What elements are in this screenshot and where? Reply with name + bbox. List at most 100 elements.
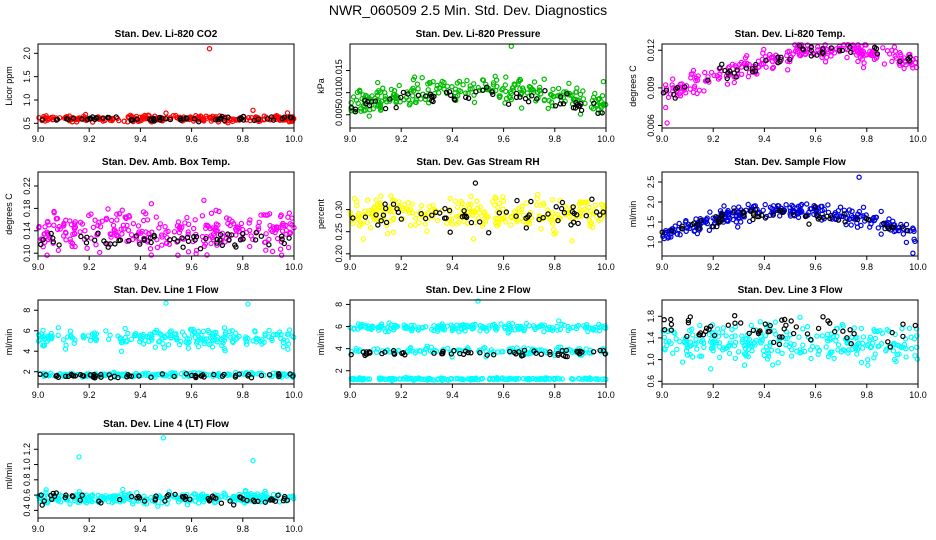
data-point-primary <box>520 87 527 93</box>
data-point-upper <box>252 329 258 335</box>
data-point-secondary <box>134 495 140 501</box>
data-point-secondary <box>732 320 738 326</box>
data-point-secondary <box>731 208 738 214</box>
data-point-primary <box>376 88 382 94</box>
data-point-primary <box>105 206 111 212</box>
plot-frame <box>661 299 919 385</box>
y-tick-label: 2.0 <box>646 196 656 209</box>
data-point-secondary <box>348 104 354 111</box>
data-point-secondary <box>519 353 525 359</box>
data-point-primary <box>176 229 183 236</box>
data-point-primary <box>711 340 717 347</box>
data-point-lower <box>151 372 158 378</box>
data-point-primary <box>467 83 473 89</box>
data-point-upper <box>55 332 61 338</box>
data-point-secondary <box>175 238 181 244</box>
data-point-primary <box>815 44 821 50</box>
x-tick-label: 9.6 <box>809 262 822 272</box>
data-point-primary <box>286 210 292 216</box>
y-tick-label: 4 <box>22 349 32 354</box>
data-point-secondary <box>564 90 570 97</box>
x-tick-label: 9.6 <box>185 390 198 400</box>
y-axis-label: ml/min <box>316 329 326 356</box>
data-point-upper <box>71 340 77 346</box>
data-point-secondary <box>72 373 79 379</box>
data-point-primary <box>246 243 253 250</box>
data-point-secondary <box>91 237 98 243</box>
data-point-upper <box>403 324 409 331</box>
data-point-primary <box>95 222 101 229</box>
data-point-secondary <box>98 374 104 380</box>
data-point-secondary <box>717 218 724 225</box>
data-point-secondary <box>602 351 608 357</box>
y-tick-label: 0.18 <box>22 200 32 218</box>
data-point-primary <box>874 328 881 335</box>
data-point-primary <box>798 207 805 214</box>
data-point-secondary <box>180 494 187 501</box>
data-point-primary <box>738 219 744 225</box>
data-point-secondary <box>600 209 606 215</box>
data-point-primary <box>723 333 729 339</box>
data-point-upper <box>584 322 590 328</box>
data-point-primary <box>886 216 892 222</box>
data-point-primary <box>53 215 60 222</box>
data-point-upper <box>286 327 293 333</box>
data-point-secondary <box>245 371 252 378</box>
data-point-primary <box>783 201 789 208</box>
y-tick-label: 0.8 <box>22 474 32 487</box>
data-point-upper <box>60 337 67 343</box>
data-point-middle <box>566 346 572 353</box>
data-point-primary <box>41 113 47 120</box>
x-tick-label: 9.0 <box>656 134 669 144</box>
data-point-upper <box>185 345 191 351</box>
y-tick-label: 0.6 <box>646 375 656 388</box>
data-point-primary <box>738 64 745 70</box>
data-point-primary <box>849 334 855 340</box>
data-point-primary <box>668 234 674 240</box>
data-point-secondary <box>793 324 800 330</box>
data-point-primary <box>599 92 606 99</box>
data-point-primary <box>552 214 559 220</box>
data-point-upper <box>137 339 143 345</box>
data-point-upper <box>464 323 471 330</box>
data-point-primary <box>807 347 814 353</box>
plot-frame <box>37 433 295 519</box>
data-point-middle <box>506 346 512 352</box>
x-tick-label: 9.6 <box>809 134 822 144</box>
data-point-primary <box>854 48 861 54</box>
data-point-primary <box>689 326 695 332</box>
data-point-secondary <box>48 230 54 237</box>
data-point-upper <box>148 332 155 338</box>
data-point-upper <box>380 325 386 331</box>
data-point-primary <box>670 350 676 356</box>
data-point-secondary <box>62 494 68 501</box>
data-point-primary <box>591 208 597 214</box>
data-point-primary <box>676 220 682 227</box>
data-point-lower <box>585 376 591 382</box>
data-point-primary <box>61 220 67 227</box>
data-point-primary <box>412 99 419 105</box>
data-point-secondary <box>195 118 202 125</box>
data-point-upper <box>261 339 267 345</box>
data-point-primary <box>93 241 99 248</box>
data-point-primary <box>674 231 681 237</box>
data-point-secondary <box>802 213 809 220</box>
data-point-secondary <box>446 207 453 214</box>
data-point-primary <box>835 342 842 348</box>
y-tick-label: 6 <box>22 328 32 333</box>
data-point-primary <box>725 207 731 214</box>
data-point-primary <box>409 201 415 207</box>
data-point-primary <box>845 350 851 356</box>
data-point-primary <box>662 82 669 88</box>
data-point-primary <box>375 79 381 86</box>
data-point-primary <box>523 200 530 206</box>
data-point-secondary <box>112 241 118 247</box>
data-point-middle <box>371 346 377 352</box>
data-point-primary <box>355 212 362 218</box>
data-point-primary <box>748 322 755 329</box>
x-tick-label: 9.8 <box>549 390 562 400</box>
data-point-upper <box>47 335 53 341</box>
data-point-secondary <box>528 198 534 205</box>
data-point-primary <box>908 334 914 340</box>
data-point-secondary <box>373 212 379 218</box>
